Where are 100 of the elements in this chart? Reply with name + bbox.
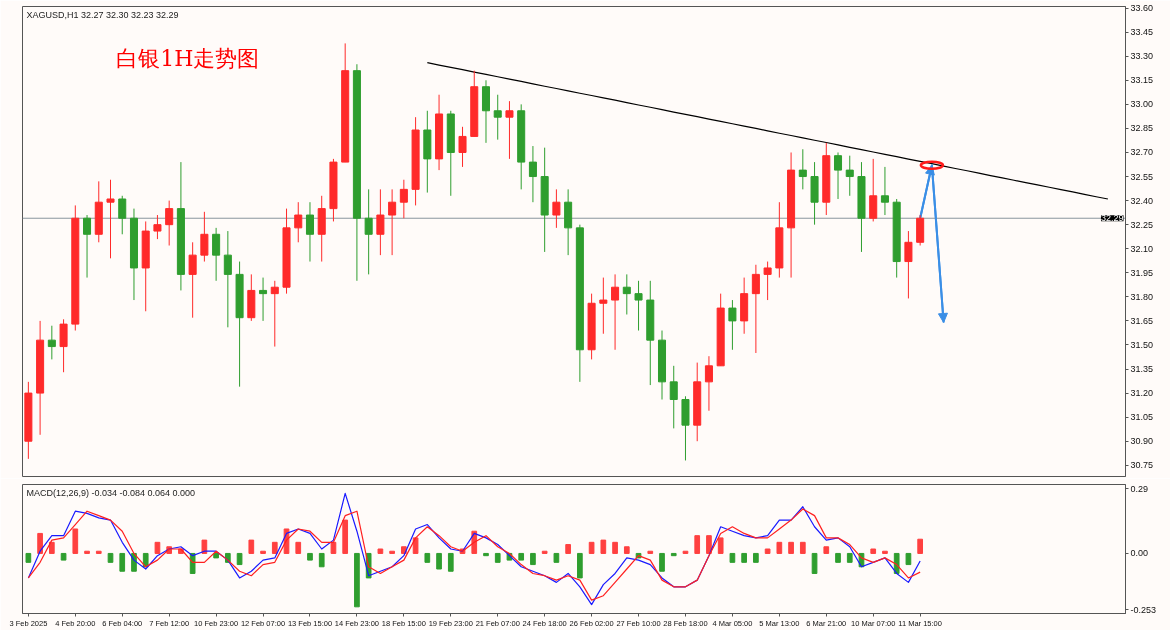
bar (764, 548, 771, 554)
candlestick (552, 188, 561, 229)
y-tick-label: -0.253 (1130, 604, 1157, 615)
bar (271, 541, 278, 554)
candlestick (763, 261, 772, 301)
bar (846, 552, 853, 563)
bar (612, 541, 618, 554)
bar (307, 552, 313, 561)
bar (799, 541, 806, 554)
bar (518, 552, 525, 561)
y-tick-label: 33.45 (1130, 27, 1154, 38)
candlestick (904, 230, 913, 299)
bar (870, 548, 877, 554)
candlestick (528, 145, 537, 203)
bar (565, 544, 571, 554)
y-tick-label: 33.00 (1130, 99, 1154, 110)
candlestick (611, 273, 620, 351)
bar (823, 546, 830, 554)
bar (706, 535, 712, 554)
candlestick (212, 227, 221, 282)
bar (436, 552, 442, 570)
candlestick (59, 318, 68, 373)
bar (260, 550, 266, 554)
y-tick-label: 31.80 (1130, 291, 1154, 302)
bar (659, 552, 665, 572)
candlestick (47, 325, 56, 360)
y-tick-label: 31.50 (1130, 339, 1154, 350)
candlestick (880, 166, 889, 216)
candlestick (200, 211, 209, 263)
candlestick (669, 365, 678, 429)
bar (717, 537, 724, 554)
candlestick (622, 273, 631, 315)
bar (553, 552, 560, 563)
candlestick (165, 200, 174, 247)
candlestick (259, 277, 268, 322)
line-series (426, 62, 1109, 200)
bar (342, 519, 349, 554)
y-tick-label: 31.05 (1130, 412, 1154, 423)
bar (330, 541, 337, 554)
bar (811, 552, 818, 574)
candlestick (845, 155, 854, 197)
bar (753, 552, 759, 563)
bar (213, 552, 219, 559)
bar (295, 541, 302, 554)
bar (248, 539, 255, 554)
bar (60, 552, 67, 561)
bar (424, 552, 431, 563)
y-tick-label: 32.55 (1130, 171, 1154, 182)
bar (694, 535, 701, 554)
y-tick-label: 32.70 (1130, 147, 1154, 158)
candlestick (493, 94, 502, 141)
y-tick-label: 33.60 (1130, 3, 1154, 14)
line-series (27, 508, 921, 601)
bar (447, 552, 454, 572)
bar (154, 541, 161, 554)
chart-title: MACD(12,26,9) -0.034 -0.084 0.064 0.000 (26, 487, 196, 498)
candlestick (798, 148, 807, 190)
y-tick-label: 33.30 (1130, 51, 1154, 62)
y-tick-label: 31.35 (1130, 364, 1154, 375)
bar (377, 548, 384, 554)
bar (389, 550, 395, 554)
candlestick (305, 201, 314, 263)
bar (84, 550, 90, 554)
bar (729, 552, 736, 563)
bar (25, 552, 32, 563)
candlestick (751, 264, 760, 354)
bar (37, 532, 43, 554)
bar (882, 550, 888, 554)
bar (588, 541, 595, 554)
y-tick-label: 32.85 (1130, 123, 1154, 134)
y-tick-label: 30.75 (1130, 460, 1154, 471)
candlestick (834, 151, 843, 200)
bar (412, 537, 419, 554)
candlestick (399, 179, 408, 219)
bar (236, 552, 243, 566)
bar (835, 552, 841, 563)
bar (354, 552, 360, 608)
y-tick-label: 33.15 (1130, 75, 1154, 86)
bar (48, 541, 55, 554)
bar (647, 550, 654, 554)
bar (776, 541, 783, 554)
candlestick (83, 214, 92, 279)
ref-line-label: 32.29 (1100, 213, 1124, 224)
y-tick-label: 32.25 (1130, 219, 1154, 230)
candlestick (153, 214, 162, 240)
bar (530, 552, 536, 566)
bar (741, 552, 747, 563)
y-tick-label: 31.65 (1130, 315, 1154, 326)
bar (541, 550, 548, 554)
bar (577, 552, 583, 579)
bar (318, 552, 325, 568)
candlestick (118, 195, 127, 235)
candlestick (728, 299, 737, 351)
bar (600, 539, 607, 554)
candlestick (188, 241, 197, 319)
candlestick (270, 280, 279, 348)
candlestick (294, 201, 303, 243)
bar (623, 546, 630, 554)
y-tick-label: 30.90 (1130, 436, 1154, 447)
bar (682, 550, 689, 554)
